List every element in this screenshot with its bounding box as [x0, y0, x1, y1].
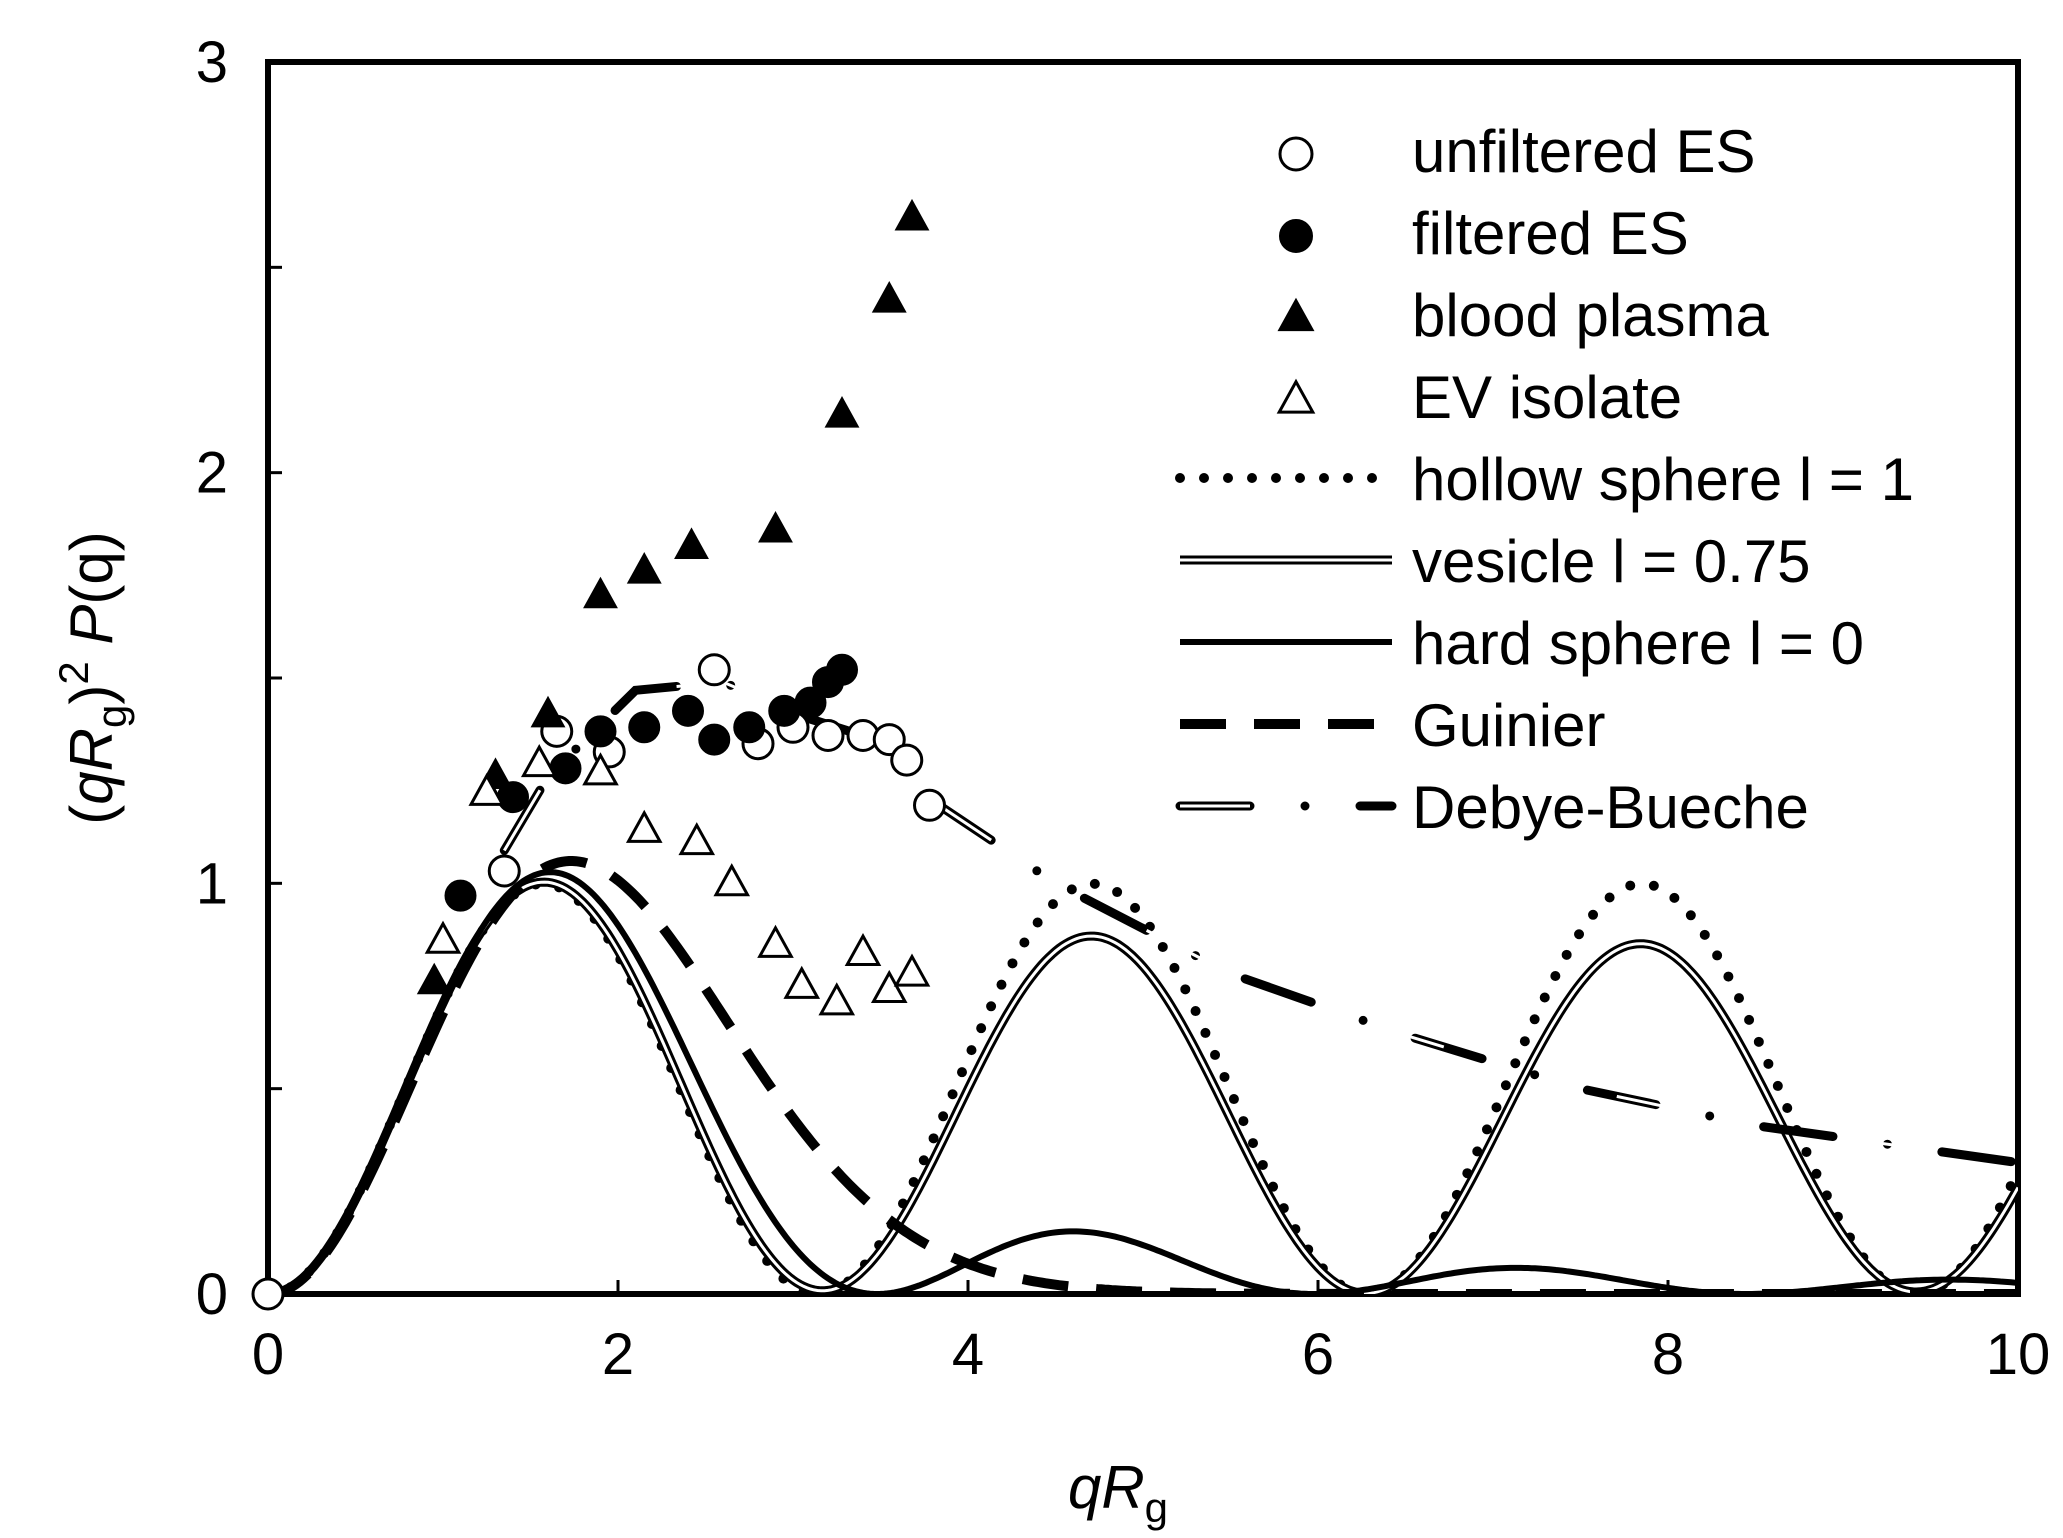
data-point	[625, 809, 663, 843]
legend-label: filtered ES	[1412, 200, 1689, 267]
data-point	[1278, 136, 1314, 172]
legend-label: Debye-Bueche	[1412, 774, 1809, 841]
series-line-double	[268, 877, 2018, 1294]
series-path	[268, 856, 2018, 1294]
legend-item: unfiltered ES	[1278, 118, 1756, 185]
data-point	[890, 743, 924, 777]
data-point	[893, 953, 931, 987]
data-point	[628, 711, 661, 744]
data-point	[894, 198, 930, 231]
data-point	[733, 711, 766, 744]
x-tick-label: 6	[1302, 1322, 1334, 1387]
series-filled-triangle	[416, 198, 930, 995]
data-point	[672, 694, 704, 727]
y-tick-label: 3	[196, 30, 228, 95]
data-point	[416, 962, 452, 995]
series-filled-circle	[444, 653, 858, 912]
legend-item: Debye-Bueche	[1175, 774, 1809, 841]
model-curves	[268, 677, 2018, 1294]
data-point	[818, 982, 856, 1016]
data-point	[794, 686, 827, 719]
data-point	[783, 965, 821, 999]
data-point	[1279, 219, 1313, 253]
data-point	[468, 772, 506, 806]
data-point	[758, 510, 793, 543]
data-point	[698, 723, 731, 756]
legend-item: filtered ES	[1279, 200, 1689, 267]
plot-area	[265, 59, 2021, 1297]
data-point	[530, 695, 566, 728]
y-axis-ticks: 0 1 2 3	[196, 30, 282, 1327]
x-axis-title: qRg	[1068, 1454, 1168, 1531]
data-point	[584, 715, 617, 748]
data-point	[871, 281, 907, 313]
series-path	[268, 880, 2018, 1294]
data-point	[757, 924, 794, 958]
data-point	[626, 552, 662, 584]
legend-item: blood plasma	[1277, 282, 1770, 349]
legend-item: hard sphere l = 0	[1180, 610, 1864, 677]
data-point	[583, 576, 618, 609]
legend-label: vesicle l = 0.75	[1412, 528, 1811, 595]
data-point	[913, 788, 946, 822]
legend: unfiltered ES filtered ES blood plasma EV i…	[1175, 118, 1914, 841]
x-tick-label: 10	[1986, 1322, 2051, 1387]
y-tick-label: 0	[196, 1262, 228, 1327]
legend-item: vesicle l = 0.75	[1180, 528, 1811, 595]
legend-item: Guinier	[1180, 692, 1605, 759]
legend-item: EV isolate	[1276, 364, 1682, 431]
data-point	[697, 653, 731, 687]
data-point	[1277, 297, 1315, 332]
data-point	[251, 1277, 285, 1311]
legend-label: unfiltered ES	[1412, 118, 1756, 185]
data-points	[251, 198, 946, 1311]
x-tick-label: 0	[252, 1322, 284, 1387]
data-point	[811, 718, 845, 752]
x-tick-label: 4	[952, 1322, 984, 1387]
series-open-circle	[251, 653, 946, 1311]
series-path	[932, 799, 2018, 1165]
data-point	[713, 863, 751, 897]
x-axis-ticks: 0 2 4 6 8 10	[252, 1280, 2050, 1387]
data-point	[844, 932, 882, 967]
data-point	[870, 969, 908, 1004]
data-point	[487, 854, 521, 888]
y-tick-label: 2	[196, 441, 228, 506]
data-point	[824, 396, 860, 428]
data-point	[678, 822, 716, 856]
y-axis-title: (qRg)2 P(q)	[50, 531, 135, 824]
series-line-dashed	[268, 856, 2018, 1294]
data-point	[444, 879, 477, 912]
x-tick-label: 2	[602, 1322, 634, 1387]
legend-label: EV isolate	[1412, 364, 1682, 431]
legend-label: Guinier	[1412, 692, 1605, 759]
data-point	[1276, 378, 1316, 414]
y-tick-label: 1	[196, 851, 228, 916]
data-point	[826, 653, 858, 686]
data-point	[520, 744, 558, 778]
legend-label: blood plasma	[1412, 282, 1770, 349]
series-open-triangle	[424, 744, 931, 1016]
legend-label: hollow sphere l = 1	[1412, 446, 1914, 513]
legend-item: hollow sphere l = 1	[1175, 446, 1914, 513]
data-point	[424, 920, 462, 954]
data-point	[582, 752, 619, 786]
x-tick-label: 8	[1652, 1322, 1684, 1387]
data-point	[674, 527, 709, 559]
legend-label: hard sphere l = 0	[1412, 610, 1864, 677]
data-point	[549, 752, 582, 785]
